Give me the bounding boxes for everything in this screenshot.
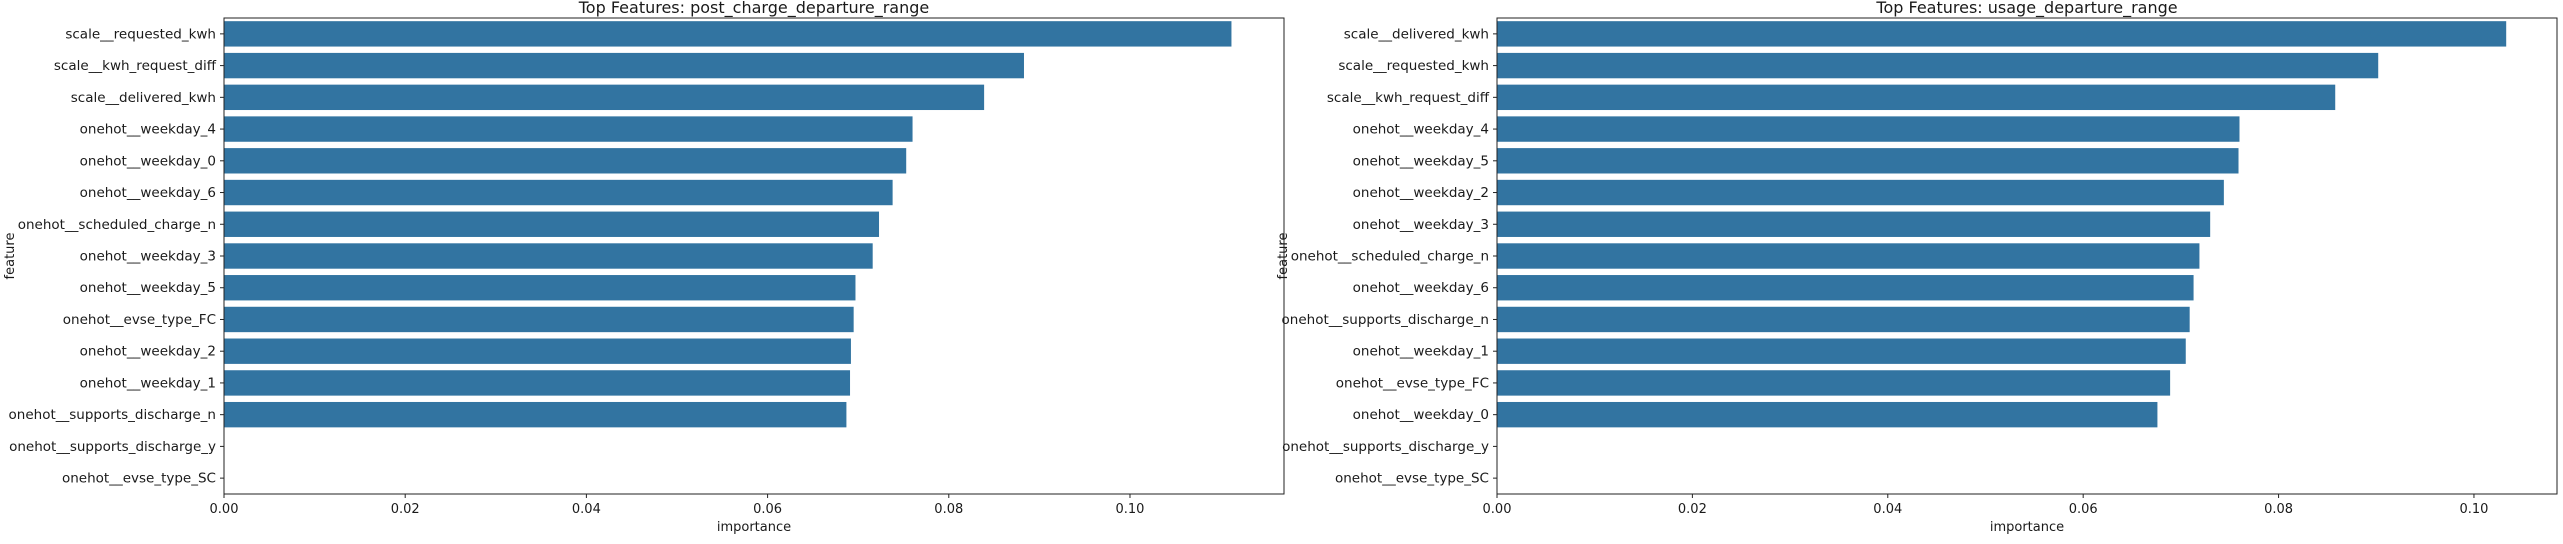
x-tick-label: 0.00 [210, 502, 239, 517]
bar [224, 148, 907, 174]
bar [1497, 306, 2190, 333]
x-tick-label: 0.06 [753, 502, 782, 517]
y-tick-label: onehot__weekday_4 [1353, 122, 1489, 138]
y-tick-label: scale__requested_kwh [65, 26, 216, 42]
y-tick-label: scale__delivered_kwh [71, 90, 216, 106]
chart-title: Top Features: post_charge_departure_rang… [578, 0, 930, 18]
bar [224, 84, 985, 111]
bar [224, 338, 851, 364]
y-axis-label: feature [3, 233, 18, 280]
y-tick-label: onehot__scheduled_charge_n [18, 217, 216, 233]
bar [1497, 21, 2507, 47]
y-axis-label: feature [1276, 233, 1291, 280]
bar [1497, 116, 2240, 142]
bar [1497, 401, 2158, 428]
x-axis-label: importance [1990, 520, 2064, 535]
y-tick-label: onehot__weekday_3 [80, 249, 216, 265]
y-tick-label: scale__kwh_request_diff [1327, 90, 1490, 106]
y-tick-label: onehot__supports_discharge_n [9, 407, 216, 423]
bar [224, 275, 856, 301]
y-tick-label: onehot__weekday_6 [1353, 280, 1489, 296]
bar [1497, 338, 2186, 364]
bar [224, 306, 854, 333]
y-tick-label: onehot__weekday_3 [1353, 217, 1489, 233]
x-tick-label: 0.10 [2459, 502, 2488, 517]
y-tick-label: onehot__supports_discharge_y [9, 439, 216, 455]
x-tick-label: 0.04 [1873, 502, 1902, 517]
bar [224, 116, 913, 142]
bar [1497, 84, 2336, 111]
y-tick-label: onehot__weekday_1 [80, 375, 216, 391]
y-tick-label: onehot__evse_type_SC [62, 471, 216, 487]
y-tick-label: scale__kwh_request_diff [54, 58, 217, 74]
y-tick-label: onehot__scheduled_charge_n [1291, 249, 1489, 265]
x-tick-label: 0.00 [1483, 502, 1512, 517]
bar [1497, 211, 2211, 237]
axes-frame [223, 17, 1285, 495]
bar [1497, 275, 2194, 301]
bar [1497, 243, 2200, 269]
y-tick-label: onehot__weekday_5 [80, 280, 216, 296]
bar [224, 211, 880, 237]
y-tick-label: onehot__evse_type_FC [63, 312, 216, 328]
chart-title: Top Features: usage_departure_range [1875, 0, 2177, 18]
y-tick-label: onehot__weekday_4 [80, 122, 216, 138]
x-tick-label: 0.08 [2264, 502, 2293, 517]
chart-panel-post-charge: scale__requested_kwh scale__kwh_request_d… [3, 0, 1285, 535]
x-tick-label: 0.08 [934, 502, 963, 517]
x-tick-label: 0.02 [1678, 502, 1707, 517]
chart-panel-usage: scale__delivered_kwh scale__requested_kwh… [1276, 0, 2558, 535]
x-tick-label: 0.10 [1116, 502, 1145, 517]
bar [1497, 52, 2379, 79]
x-axis-label: importance [717, 520, 791, 535]
bar [224, 401, 847, 428]
y-tick-label: scale__requested_kwh [1338, 58, 1489, 74]
y-tick-label: onehot__weekday_0 [1353, 407, 1489, 423]
y-tick-label: onehot__supports_discharge_y [1282, 439, 1489, 455]
y-tick-label: onehot__supports_discharge_n [1282, 312, 1489, 328]
y-tick-label: onehot__weekday_2 [1353, 185, 1489, 201]
x-tick-label: 0.06 [2069, 502, 2098, 517]
y-tick-label: onehot__evse_type_SC [1335, 471, 1489, 487]
y-tick-label: onehot__weekday_1 [1353, 344, 1489, 360]
axes-frame [1496, 17, 2558, 495]
x-tick-label: 0.04 [572, 502, 601, 517]
y-tick-label: onehot__weekday_5 [1353, 153, 1489, 169]
bar [224, 370, 851, 396]
y-tick-label: onehot__evse_type_FC [1336, 375, 1489, 391]
y-tick-label: scale__delivered_kwh [1344, 26, 1489, 42]
y-tick-label: onehot__weekday_0 [80, 153, 216, 169]
bar [224, 21, 1232, 47]
bar [224, 52, 1024, 79]
bar [1497, 370, 2171, 396]
bar [1497, 179, 2224, 206]
y-tick-label: onehot__weekday_2 [80, 344, 216, 360]
x-tick-label: 0.02 [391, 502, 420, 517]
bar [224, 243, 873, 269]
bar [1497, 148, 2239, 174]
bar [224, 179, 893, 206]
y-tick-label: onehot__weekday_6 [80, 185, 216, 201]
